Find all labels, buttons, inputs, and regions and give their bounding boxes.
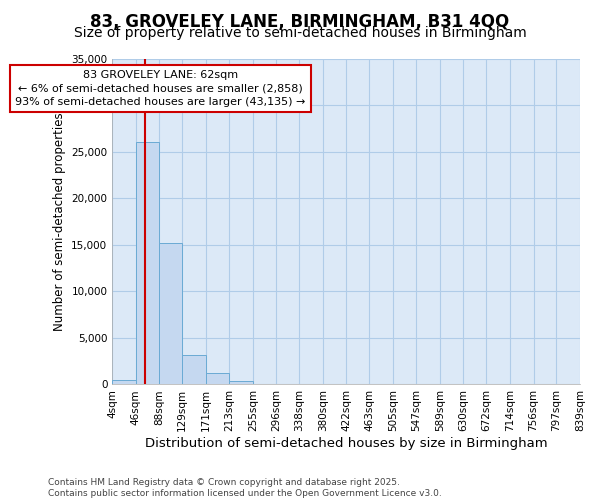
Text: Contains HM Land Registry data © Crown copyright and database right 2025.
Contai: Contains HM Land Registry data © Crown c…: [48, 478, 442, 498]
Bar: [160, 243, 182, 384]
Text: Size of property relative to semi-detached houses in Birmingham: Size of property relative to semi-detach…: [74, 26, 526, 40]
Bar: [112, 380, 136, 384]
Bar: [229, 381, 253, 384]
Y-axis label: Number of semi-detached properties: Number of semi-detached properties: [53, 112, 66, 331]
Bar: [136, 142, 160, 384]
Bar: [206, 374, 229, 384]
Text: 83 GROVELEY LANE: 62sqm
← 6% of semi-detached houses are smaller (2,858)
93% of : 83 GROVELEY LANE: 62sqm ← 6% of semi-det…: [15, 70, 305, 106]
Text: 83, GROVELEY LANE, BIRMINGHAM, B31 4QQ: 83, GROVELEY LANE, BIRMINGHAM, B31 4QQ: [91, 12, 509, 30]
Bar: [182, 354, 206, 384]
X-axis label: Distribution of semi-detached houses by size in Birmingham: Distribution of semi-detached houses by …: [145, 437, 547, 450]
